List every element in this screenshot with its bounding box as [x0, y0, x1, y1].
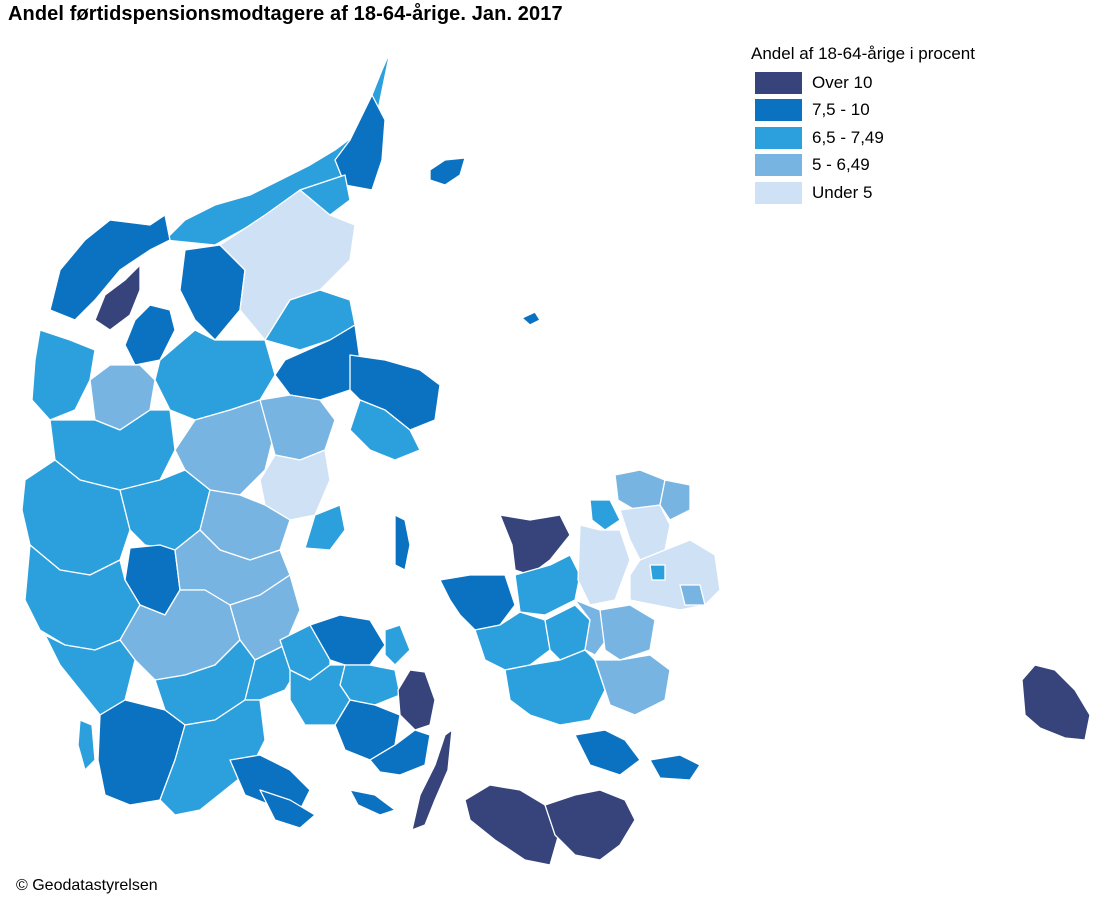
region-koge [599, 604, 656, 661]
legend-label: 5 - 6,49 [812, 155, 870, 175]
region-halsnaes [589, 499, 621, 531]
region-thisted [49, 214, 171, 321]
legend-label: 6,5 - 7,49 [812, 127, 884, 147]
map-title: Andel førtidspensionsmodtagere af 18-64-… [8, 3, 563, 25]
region-anholt [521, 311, 541, 326]
region-samso [394, 514, 411, 571]
region-kerteminde [384, 624, 411, 666]
copyright-notice: © Geodatastyrelsen [16, 877, 158, 894]
region-laeso [429, 157, 466, 186]
region-silkeborg [174, 399, 276, 496]
legend-swatch [755, 71, 802, 94]
region-nyborg [397, 669, 436, 731]
region-kalundborg [439, 574, 516, 631]
region-mariagerfjord [264, 289, 356, 351]
legend-item-under-5: Under 5 [751, 179, 975, 207]
region-holbaek [514, 554, 581, 616]
legend-item-7-5-10: 7,5 - 10 [751, 97, 975, 125]
region-bornholm [1021, 664, 1091, 741]
region-frederikshavn [334, 94, 386, 191]
region-skive [124, 304, 176, 366]
region-mon [649, 754, 701, 781]
region-nordfyn [309, 614, 386, 666]
region-kbh-vest [649, 564, 666, 581]
legend-label: Over 10 [812, 72, 873, 92]
region-sonderborg [259, 789, 316, 829]
region-esbjerg [44, 634, 136, 716]
region-lolland [464, 784, 561, 866]
legend-item-over-10: Over 10 [751, 69, 975, 97]
region-aero [349, 789, 396, 816]
region-svendborg [369, 729, 431, 776]
region-langeland [411, 729, 453, 831]
region-faxe [594, 654, 671, 716]
region-aabenraa [229, 754, 311, 811]
region-vordingborg [574, 729, 641, 776]
region-haderslev [159, 699, 266, 816]
region-assens [289, 664, 351, 726]
map-legend: Andel af 18-64-årige i procent Over 10 7… [751, 44, 975, 207]
legend-swatch [755, 126, 802, 149]
legend-item-6-5-7-49: 6,5 - 7,49 [751, 124, 975, 152]
legend-label: 7,5 - 10 [812, 100, 870, 120]
region-guldborgsund [544, 789, 636, 861]
region-fano [77, 719, 96, 771]
region-morsø [94, 264, 141, 331]
legend-swatch [755, 181, 802, 204]
region-kbh-south [679, 584, 706, 606]
region-norddjurs [349, 354, 441, 431]
region-syddjurs [349, 399, 421, 461]
region-aalborg [219, 189, 356, 341]
region-faaborg [334, 699, 401, 761]
region-odder [304, 504, 346, 551]
legend-item-5-6-49: 5 - 6,49 [751, 152, 975, 180]
region-lemvig [31, 329, 96, 421]
legend-label: Under 5 [812, 182, 873, 202]
legend-swatch [755, 99, 802, 122]
region-odsherred [499, 514, 571, 576]
legend-swatch [755, 154, 802, 177]
legend-title: Andel af 18-64-årige i procent [751, 44, 975, 63]
region-helsingor [659, 479, 691, 521]
region-frederikssund [577, 524, 631, 606]
region-gribskov [614, 469, 666, 511]
